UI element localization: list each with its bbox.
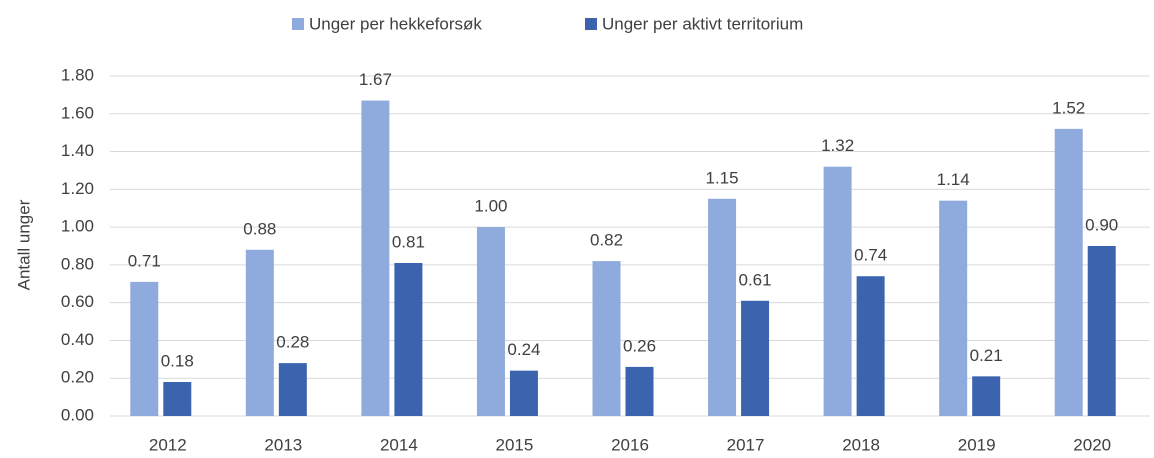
- y-tick-label: 1.40: [61, 141, 94, 160]
- bar: [130, 281, 159, 416]
- x-tick-label: 2019: [958, 435, 996, 454]
- y-tick-label: 1.20: [61, 179, 94, 198]
- x-tick-label: 2020: [1073, 435, 1111, 454]
- data-label: 1.32: [821, 136, 854, 155]
- data-label: 0.74: [854, 246, 887, 265]
- x-tick-label: 2012: [149, 435, 187, 454]
- x-tick-label: 2016: [611, 435, 649, 454]
- data-label: 1.67: [359, 70, 392, 89]
- data-label: 1.14: [937, 170, 970, 189]
- bar: [1054, 128, 1083, 416]
- legend-label: Unger per aktivt territorium: [602, 14, 803, 33]
- y-tick-label: 0.80: [61, 254, 94, 273]
- bar: [394, 263, 423, 416]
- legend-swatch: [585, 18, 597, 30]
- data-label: 1.15: [706, 168, 739, 187]
- bar: [592, 261, 621, 416]
- data-label: 0.90: [1085, 215, 1118, 234]
- y-tick-label: 0.20: [61, 368, 94, 387]
- data-label: 1.00: [474, 197, 507, 216]
- x-tick-label: 2013: [264, 435, 302, 454]
- bar: [972, 376, 1001, 416]
- x-tick-label: 2015: [496, 435, 534, 454]
- data-label: 0.21: [970, 346, 1003, 365]
- bar: [823, 166, 852, 416]
- legend-label: Unger per hekkeforsøk: [309, 14, 482, 33]
- x-tick-label: 2018: [842, 435, 880, 454]
- x-tick-label: 2017: [727, 435, 765, 454]
- bar: [476, 227, 505, 416]
- data-label: 1.52: [1052, 98, 1085, 117]
- data-label: 0.71: [128, 251, 161, 270]
- y-tick-label: 0.40: [61, 330, 94, 349]
- data-label: 0.28: [276, 333, 309, 352]
- data-label: 0.26: [623, 336, 656, 355]
- legend-swatch: [292, 18, 304, 30]
- data-label: 0.81: [392, 232, 425, 251]
- bar: [939, 200, 968, 416]
- bar: [245, 249, 274, 416]
- bar: [163, 382, 192, 416]
- data-label: 0.82: [590, 231, 623, 250]
- bar: [625, 366, 654, 416]
- bar: [1087, 246, 1116, 416]
- bar: [856, 276, 885, 416]
- y-tick-label: 1.00: [61, 217, 94, 236]
- data-label: 0.61: [739, 270, 772, 289]
- data-label: 0.18: [161, 351, 194, 370]
- y-axis-label: Antall unger: [14, 199, 33, 290]
- x-tick-label: 2014: [380, 435, 418, 454]
- bar: [708, 198, 737, 416]
- bar: [361, 100, 390, 417]
- y-tick-label: 0.00: [61, 405, 94, 424]
- y-tick-label: 0.60: [61, 292, 94, 311]
- y-tick-label: 1.80: [61, 65, 94, 84]
- bar: [741, 300, 770, 416]
- data-label: 0.88: [243, 219, 276, 238]
- data-label: 0.24: [507, 340, 540, 359]
- bar: [278, 363, 307, 416]
- bar: [509, 370, 538, 416]
- y-tick-label: 1.60: [61, 103, 94, 122]
